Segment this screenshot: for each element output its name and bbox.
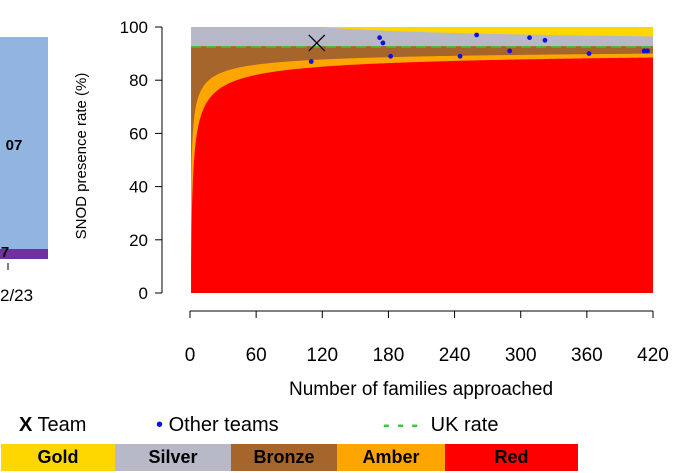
y-tick-label: 60 — [129, 124, 148, 143]
x-tick-label: 0 — [185, 345, 196, 366]
other-team-point — [388, 53, 394, 59]
other-team-point — [641, 48, 647, 54]
y-tick-label: 0 — [139, 284, 148, 303]
band-gold: Gold — [1, 444, 115, 471]
legend-other-label: Other teams — [168, 414, 279, 436]
team-marker — [308, 34, 326, 52]
y-tick-label: 100 — [120, 18, 148, 37]
legend-uk-rate: - - - UK rate — [383, 414, 498, 437]
x-axis-label: Number of families approached — [289, 379, 553, 400]
left-axis-label: 2/23 — [0, 286, 33, 305]
x-tick-label: 420 — [637, 345, 669, 366]
other-team-point — [586, 51, 592, 56]
legend-other-marker: • — [156, 414, 164, 436]
left-bar-label-upper: 07 — [6, 137, 23, 154]
band-red-area — [191, 57, 653, 294]
x-tick-label: 240 — [439, 345, 471, 366]
legend-team: X Team — [19, 414, 86, 437]
axes: 0 20 40 60 80 100 0 60 120 180 240 300 360 420 — [120, 18, 669, 366]
legend-other-teams: • Other teams — [156, 414, 279, 437]
y-tick-label: 80 — [129, 71, 148, 90]
other-team-point — [542, 37, 548, 43]
other-teams-points — [308, 32, 650, 64]
legend-team-marker: X — [19, 414, 33, 436]
other-team-point — [380, 40, 386, 46]
x-tick-label: 360 — [571, 345, 603, 366]
other-team-point — [527, 35, 532, 41]
y-tick-label: 20 — [129, 231, 148, 250]
left-bar-label-lower: 7 — [1, 244, 9, 261]
left-bar — [0, 37, 48, 259]
legend-team-label: Team — [37, 414, 87, 436]
band-silver: Silver — [115, 444, 231, 471]
other-team-point — [308, 59, 314, 64]
x-tick-label: 300 — [505, 345, 537, 366]
x-tick-label: 60 — [246, 345, 267, 366]
band-amber: Amber — [337, 444, 445, 471]
plot-area — [191, 27, 653, 294]
x-tick-label: 120 — [306, 345, 338, 366]
y-axis-label: SNOD presence rate (%) — [73, 73, 90, 240]
legend-uk-marker: - - - — [383, 414, 420, 436]
left-bar-stripe — [0, 249, 48, 259]
left-panel: 07 7 2/23 — [0, 37, 48, 305]
other-team-point — [507, 48, 513, 54]
other-team-point — [474, 32, 480, 38]
legend-uk-label: UK rate — [430, 414, 499, 436]
other-team-point — [457, 53, 463, 59]
band-red: Red — [445, 444, 578, 471]
x-tick-label: 180 — [373, 345, 405, 366]
team-marker-stroke — [308, 34, 326, 52]
y-tick-label: 40 — [129, 178, 148, 197]
other-team-point — [645, 48, 650, 54]
band-bronze: Bronze — [231, 444, 337, 471]
other-team-point — [377, 35, 383, 41]
